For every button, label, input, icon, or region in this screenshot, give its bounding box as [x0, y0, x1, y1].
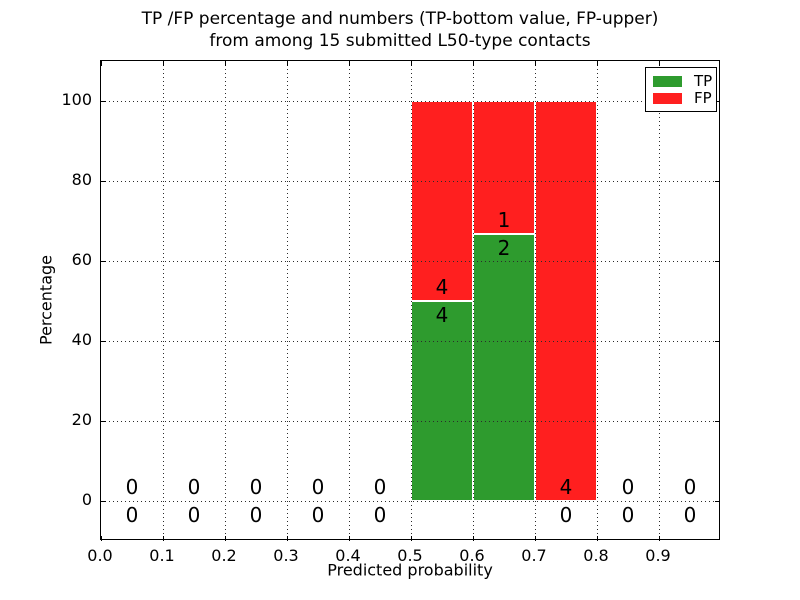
- x-tickmark-top: [473, 61, 474, 66]
- x-tickmark: [597, 536, 598, 541]
- x-tickmark: [163, 536, 164, 541]
- chart-title-line1: TP /FP percentage and numbers (TP-bottom…: [141, 9, 659, 29]
- plot-area: 0 0 0 0 0 0 0 0 0 0 4 4 1 2 4 0 0 0 0 0: [100, 60, 721, 541]
- x-tick-label: 0.7: [521, 546, 547, 565]
- x-tick-label: 0.6: [459, 546, 485, 565]
- chart-title-line2: from among 15 submitted L50-type contact…: [209, 31, 591, 51]
- gridline-vertical: [411, 61, 412, 541]
- x-tickmark-top: [225, 61, 226, 66]
- tp-count-label: 0: [621, 503, 635, 527]
- x-tickmark: [287, 536, 288, 541]
- x-tickmark: [535, 536, 536, 541]
- gridline-vertical: [659, 61, 660, 541]
- y-tickmark-right: [715, 501, 720, 502]
- x-tick-label: 0.4: [335, 546, 361, 565]
- gridline-vertical: [287, 61, 288, 541]
- tp-count-label: 0: [683, 503, 697, 527]
- x-tickmark-top: [349, 61, 350, 66]
- legend-entry-tp: TP: [646, 73, 716, 90]
- x-tick-label: 0.8: [583, 546, 609, 565]
- x-tick-label: 0.2: [211, 546, 237, 565]
- fp-count-label: 0: [373, 475, 387, 499]
- bar-segment-fp: [473, 101, 535, 235]
- x-tickmark: [349, 536, 350, 541]
- gridline-vertical: [349, 61, 350, 541]
- y-tickmark-right: [715, 261, 720, 262]
- x-tickmark-top: [535, 61, 536, 66]
- tp-count-label: 4: [435, 303, 449, 327]
- x-tick-label: 0.3: [273, 546, 299, 565]
- y-tickmark: [101, 101, 106, 102]
- y-tick-label: 0: [81, 490, 92, 509]
- y-tickmark: [101, 501, 106, 502]
- tp-count-label: 0: [187, 503, 201, 527]
- gridline-vertical: [225, 61, 226, 541]
- fp-count-label: 1: [497, 208, 511, 233]
- x-tickmark: [659, 536, 660, 541]
- x-tick-label: 0.0: [87, 546, 113, 565]
- fp-count-label: 0: [311, 475, 325, 499]
- x-tick-label: 0.5: [397, 546, 423, 565]
- tp-count-label: 0: [559, 503, 573, 527]
- legend-label-fp: FP: [694, 89, 712, 107]
- y-tickmark-right: [715, 101, 720, 102]
- x-tickmark-top: [411, 61, 412, 66]
- legend-entry-fp: FP: [646, 90, 716, 107]
- x-tickmark-top: [101, 61, 102, 66]
- x-tickmark-top: [659, 61, 660, 66]
- tp-count-label: 0: [311, 503, 325, 527]
- y-tick-label: 20: [71, 410, 92, 429]
- y-tick-label: 80: [71, 170, 92, 189]
- x-tickmark: [101, 536, 102, 541]
- x-tickmark-top: [287, 61, 288, 66]
- fp-count-label: 0: [187, 475, 201, 499]
- x-tickmark-top: [597, 61, 598, 66]
- y-tickmark: [101, 181, 106, 182]
- legend-swatch-fp-icon: [653, 93, 682, 104]
- chart-title: TP /FP percentage and numbers (TP-bottom…: [0, 8, 800, 52]
- x-tickmark: [411, 536, 412, 541]
- fp-count-label: 0: [125, 475, 139, 499]
- y-tick-label: 60: [71, 250, 92, 269]
- x-tick-label: 0.9: [645, 546, 671, 565]
- fp-count-label: 0: [621, 475, 635, 499]
- x-tickmark-top: [163, 61, 164, 66]
- bar-segment-tp: [473, 234, 535, 501]
- y-tick-label: 40: [71, 330, 92, 349]
- legend-swatch-tp-icon: [653, 76, 682, 87]
- tp-count-label: 0: [125, 503, 139, 527]
- x-axis-label: Predicted probability: [327, 560, 493, 580]
- gridline-vertical: [535, 61, 536, 541]
- x-tickmark: [473, 536, 474, 541]
- y-tickmark: [101, 341, 106, 342]
- legend: TP FP: [645, 67, 717, 112]
- y-tickmark-right: [715, 341, 720, 342]
- tp-count-label: 0: [249, 503, 263, 527]
- fp-count-label: 4: [435, 275, 449, 299]
- fp-count-label: 4: [559, 475, 573, 499]
- y-tickmark-right: [715, 181, 720, 182]
- bar-segment-tp: [411, 301, 473, 501]
- gridline-vertical: [597, 61, 598, 541]
- bar-segment-fp: [535, 101, 597, 501]
- y-tickmark: [101, 261, 106, 262]
- gridline-vertical: [163, 61, 164, 541]
- y-tickmark: [101, 421, 106, 422]
- fp-count-label: 0: [683, 475, 697, 499]
- y-tickmark-right: [715, 421, 720, 422]
- x-tick-label: 0.1: [149, 546, 175, 565]
- legend-label-tp: TP: [694, 72, 713, 90]
- gridline-vertical: [473, 61, 474, 541]
- fp-count-label: 0: [249, 475, 263, 499]
- tp-count-label: 2: [497, 236, 511, 261]
- tp-count-label: 0: [373, 503, 387, 527]
- x-tickmark: [225, 536, 226, 541]
- bar-segment-fp: [411, 101, 473, 301]
- y-tick-label: 100: [61, 90, 92, 109]
